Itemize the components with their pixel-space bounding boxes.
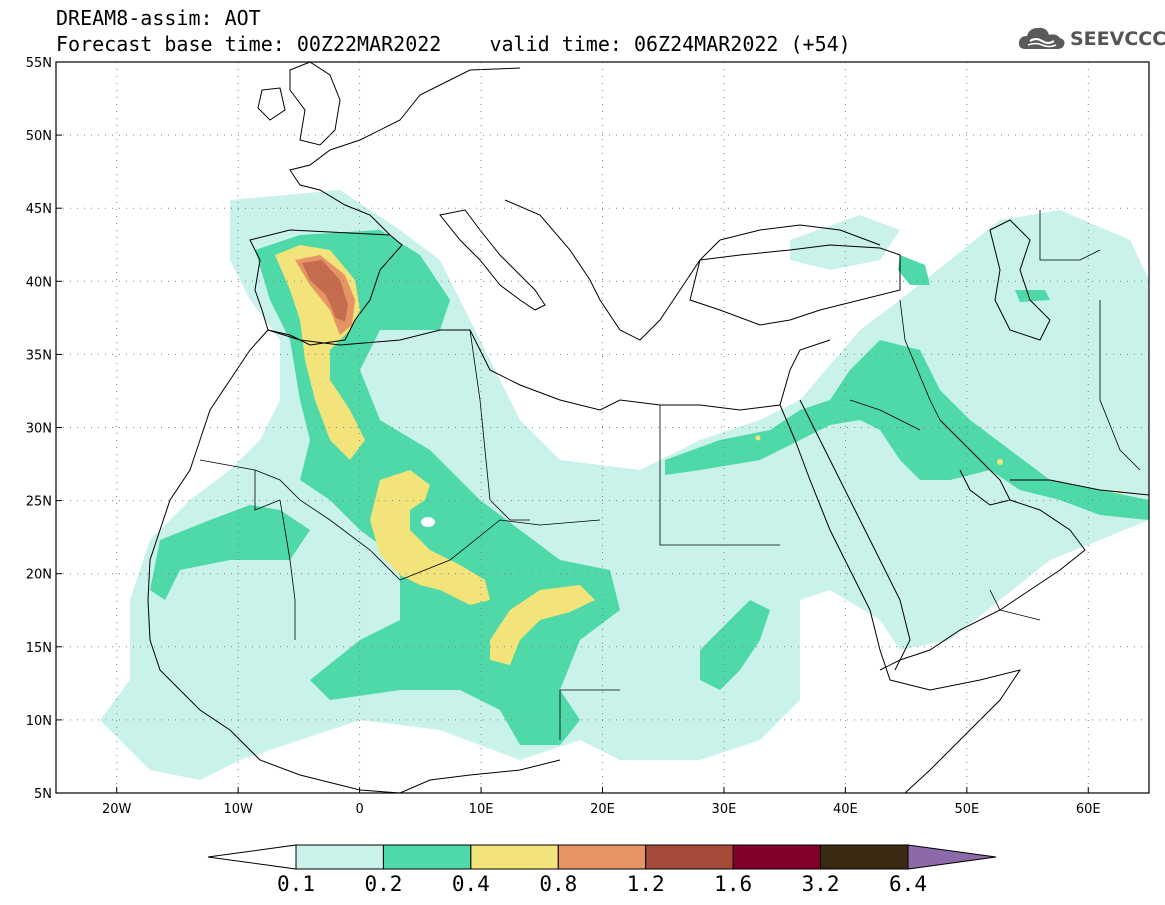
- country-borders: [199, 210, 1141, 740]
- lon-tick-label: 0: [355, 802, 363, 817]
- colorbar-box: [470, 844, 559, 870]
- lat-tick-label: 5N: [34, 787, 52, 802]
- colorbar-arrow-low: [207, 844, 297, 870]
- colorbar-label: 1.2: [627, 872, 665, 896]
- lat-tick-label: 45N: [26, 202, 52, 217]
- lat-tick-label: 15N: [26, 641, 52, 656]
- colorbar-box: [732, 844, 822, 870]
- seevccc-logo: SEEVCCC: [1018, 24, 1165, 54]
- colorbar-label: 3.2: [802, 872, 840, 896]
- coastlines: [147, 62, 1149, 793]
- colorbar-box: [820, 844, 909, 870]
- colorbar-box: [645, 844, 734, 870]
- lat-tick-label: 40N: [26, 275, 52, 290]
- longitude-axis: 20W 10W 0 10E 20E 30E 40E 50E 60E: [102, 787, 1101, 817]
- colorbar-label: 6.4: [889, 872, 927, 896]
- title-line-2: Forecast base time: 00Z22MAR2022 valid t…: [56, 32, 851, 56]
- lat-tick-label: 35N: [26, 348, 52, 363]
- colorbar-label: 0.4: [452, 872, 490, 896]
- lat-tick-label: 30N: [26, 422, 52, 437]
- lat-tick-label: 55N: [26, 56, 52, 71]
- colorbar-box: [382, 844, 472, 870]
- lon-tick-label: 20E: [590, 802, 615, 817]
- lat-tick-label: 20N: [26, 568, 52, 583]
- cloud-icon: [1018, 27, 1065, 49]
- lat-tick-label: 50N: [26, 129, 52, 144]
- colorbar-label: 1.6: [714, 872, 752, 896]
- colorbar-label: 0.1: [277, 872, 315, 896]
- lon-tick-label: 10E: [469, 802, 494, 817]
- colorbar-label: 0.8: [539, 872, 577, 896]
- lon-tick-label: 40E: [833, 802, 858, 817]
- colorbar-box: [557, 844, 647, 870]
- lon-tick-label: 30E: [712, 802, 737, 817]
- colorbar-arrow-high: [907, 844, 997, 870]
- lat-tick-label: 25N: [26, 495, 52, 510]
- aot-field-level-5: [302, 260, 348, 322]
- aot-field: [100, 190, 1149, 780]
- lon-tick-label: 20W: [102, 802, 132, 817]
- lon-tick-label: 50E: [954, 802, 979, 817]
- lon-tick-label: 60E: [1076, 802, 1101, 817]
- logo-text: SEEVCCC: [1070, 28, 1165, 50]
- colorbar-label: 0.2: [364, 872, 402, 896]
- lat-tick-label: 10N: [26, 714, 52, 729]
- title-line-1: DREAM8-assim: AOT: [56, 6, 261, 30]
- lon-tick-label: 10W: [223, 802, 253, 817]
- colorbar: 0.1 0.2 0.4 0.8 1.2 1.6 3.2 6.4: [207, 844, 997, 896]
- colorbar-box: [295, 844, 384, 870]
- latitude-axis: 55N 50N 45N 40N 35N 30N 25N 20N 15N 10N 5N: [26, 56, 62, 802]
